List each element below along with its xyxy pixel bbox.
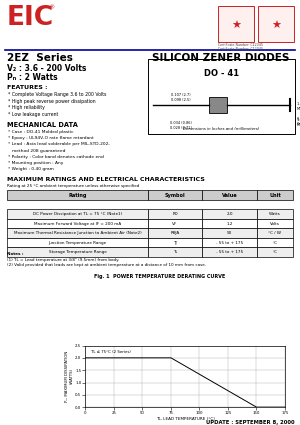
Text: * Complete Voltage Range 3.6 to 200 Volts: * Complete Voltage Range 3.6 to 200 Volt… [8,92,106,97]
Text: VF: VF [172,222,178,226]
Text: * Epoxy : UL94V-O rate flame retardant: * Epoxy : UL94V-O rate flame retardant [8,136,94,140]
X-axis label: TL, LEAD TEMPERATURE (°C): TL, LEAD TEMPERATURE (°C) [156,416,215,421]
Text: Maximum Thermal Resistance Junction to Ambient Air (Note2): Maximum Thermal Resistance Junction to A… [14,231,141,235]
Bar [202,190,257,200]
Bar [148,247,202,257]
Text: * High peak reverse power dissipation: * High peak reverse power dissipation [8,99,96,104]
Text: (2) Valid provided that leads are kept at ambient temperature at a distance of 1: (2) Valid provided that leads are kept a… [7,264,206,267]
Text: 0.034 (0.86)
0.028 (0.71): 0.034 (0.86) 0.028 (0.71) [170,121,192,130]
Text: Ts: Ts [173,250,177,254]
Bar [257,219,293,228]
Y-axis label: Pₙ, MAXIMUM DISSIPATION
(WATTS): Pₙ, MAXIMUM DISSIPATION (WATTS) [65,351,74,402]
Bar [148,210,202,219]
Text: method 208 guaranteed: method 208 guaranteed [8,149,65,153]
Bar [148,228,202,238]
Text: Storage Temperature Range: Storage Temperature Range [49,250,106,254]
Text: Rating at 25 °C ambient temperature unless otherwise specified: Rating at 25 °C ambient temperature unle… [7,184,140,188]
Text: MECHANICAL DATA: MECHANICAL DATA [7,122,78,128]
Bar [7,190,148,200]
Bar [7,238,148,247]
Text: °C / W: °C / W [268,231,281,235]
Text: - 55 to + 175: - 55 to + 175 [216,250,243,254]
Text: 1.2: 1.2 [226,222,233,226]
Text: (1) TL = Lead temperature at 3/8" (9.5mm) from body.: (1) TL = Lead temperature at 3/8" (9.5mm… [7,258,119,262]
Text: PD: PD [172,212,178,216]
Bar [257,247,293,257]
Text: * High reliability: * High reliability [8,105,45,110]
Text: EIC: EIC [7,5,54,31]
Bar [148,59,295,134]
Bar [148,238,202,247]
Bar [202,238,257,247]
Bar [257,228,293,238]
Text: Junction Temperature Range: Junction Temperature Range [48,241,106,245]
Text: Dimensions in Inches and (millimeters): Dimensions in Inches and (millimeters) [183,127,260,131]
Text: TJ: TJ [173,241,177,245]
Text: 0.107 (2.7)
0.098 (2.5): 0.107 (2.7) 0.098 (2.5) [171,94,191,102]
Bar [202,210,257,219]
Bar [218,6,254,42]
Text: °C: °C [272,241,278,245]
Text: Watts: Watts [269,212,281,216]
Text: V₂ : 3.6 - 200 Volts: V₂ : 3.6 - 200 Volts [7,64,86,73]
Text: DO - 41: DO - 41 [204,69,239,78]
Bar [7,210,148,219]
Text: * Lead : Axia lead solderable per MIL-STD-202,: * Lead : Axia lead solderable per MIL-ST… [8,142,110,146]
Text: * Polarity : Color band denotes cathode end: * Polarity : Color band denotes cathode … [8,155,104,159]
Bar [7,247,148,257]
Text: DC Power Dissipation at TL = 75 °C (Note1): DC Power Dissipation at TL = 75 °C (Note… [33,212,122,216]
Text: FEATURES :: FEATURES : [7,85,48,90]
Text: * Weight : 0.40 gram: * Weight : 0.40 gram [8,167,54,171]
Bar [257,238,293,247]
Text: Volts: Volts [270,222,280,226]
Text: ®: ® [48,5,54,10]
Bar [202,228,257,238]
Text: * Low leakage current: * Low leakage current [8,111,58,116]
Text: Maximum Forward Voltage at IF = 200 mA: Maximum Forward Voltage at IF = 200 mA [34,222,121,226]
Bar [209,97,227,113]
Text: Unit: Unit [269,193,281,198]
Text: TL ≤ 75°C (2 Series): TL ≤ 75°C (2 Series) [91,350,131,354]
Text: Pₙ : 2 Watts: Pₙ : 2 Watts [7,73,58,82]
Text: Certificate Number: C12345: Certificate Number: C12345 [218,47,263,51]
Bar [7,219,148,228]
Text: 2.0: 2.0 [226,212,233,216]
Text: Notes :: Notes : [7,252,23,256]
Bar [257,190,293,200]
Text: Fig. 1  POWER TEMPERATURE DERATING CURVE: Fig. 1 POWER TEMPERATURE DERATING CURVE [94,274,226,279]
Text: °C: °C [272,250,278,254]
Text: Rating: Rating [68,193,87,198]
Bar [202,219,257,228]
Text: * Mounting position : Any: * Mounting position : Any [8,161,63,165]
Text: - 55 to + 175: - 55 to + 175 [216,241,243,245]
Bar [7,228,148,238]
Text: ★: ★ [271,21,281,31]
Text: * Case : DO-41 Molded plastic: * Case : DO-41 Molded plastic [8,130,74,134]
Bar [257,210,293,219]
Text: UPDATE : SEPTEMBER 8, 2000: UPDATE : SEPTEMBER 8, 2000 [206,420,295,425]
Text: 2EZ  Series: 2EZ Series [7,53,73,63]
Text: RθJA: RθJA [170,231,180,235]
Text: Certificate Number: C12345: Certificate Number: C12345 [218,43,263,47]
Text: MAXIMUM RATINGS AND ELECTRICAL CHARACTERISTICS: MAXIMUM RATINGS AND ELECTRICAL CHARACTER… [7,177,205,182]
Bar [202,247,257,257]
Text: ★: ★ [231,21,241,31]
Text: 1.00 (25.4)
MIN: 1.00 (25.4) MIN [297,102,300,110]
Text: Value: Value [222,193,237,198]
Bar [258,6,294,42]
Text: SILICON ZENER DIODES: SILICON ZENER DIODES [152,53,290,63]
Bar [148,219,202,228]
Text: 1.00 (25.4)
MIN: 1.00 (25.4) MIN [297,118,300,127]
Text: 0.205 (5.2)
0.168 (4.2): 0.205 (5.2) 0.168 (4.2) [297,117,300,126]
Text: 50: 50 [227,231,232,235]
Bar [148,190,202,200]
Text: Symbol: Symbol [165,193,185,198]
